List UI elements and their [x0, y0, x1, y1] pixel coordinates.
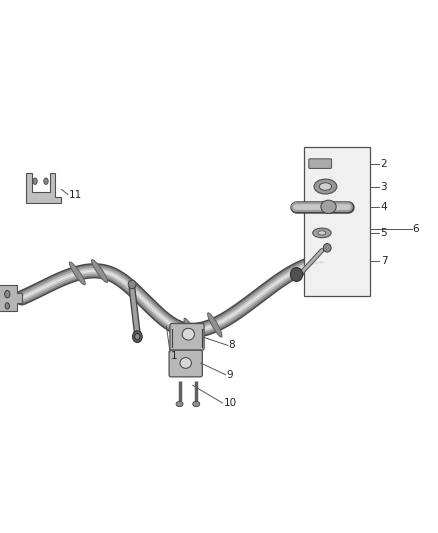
Ellipse shape	[176, 401, 183, 407]
Text: 9: 9	[226, 370, 233, 379]
Text: 8: 8	[229, 341, 235, 350]
Ellipse shape	[44, 178, 48, 184]
Text: 6: 6	[413, 224, 419, 233]
Ellipse shape	[184, 318, 198, 343]
Ellipse shape	[92, 260, 107, 282]
Ellipse shape	[319, 183, 332, 190]
Ellipse shape	[33, 178, 37, 184]
Polygon shape	[26, 173, 61, 203]
Text: 2: 2	[381, 159, 387, 168]
Ellipse shape	[314, 179, 337, 194]
Text: 1: 1	[171, 351, 177, 361]
Text: 5: 5	[381, 228, 387, 238]
Ellipse shape	[290, 268, 303, 281]
Ellipse shape	[321, 200, 336, 213]
Text: 10: 10	[223, 398, 237, 408]
Ellipse shape	[133, 331, 142, 343]
Ellipse shape	[323, 244, 331, 252]
Ellipse shape	[5, 290, 10, 298]
Ellipse shape	[208, 313, 222, 337]
FancyBboxPatch shape	[170, 324, 204, 350]
Ellipse shape	[180, 358, 191, 368]
Ellipse shape	[318, 231, 326, 235]
Text: 11: 11	[69, 190, 82, 199]
Ellipse shape	[313, 228, 331, 238]
Text: 4: 4	[381, 202, 387, 212]
Ellipse shape	[5, 303, 10, 309]
FancyBboxPatch shape	[169, 350, 202, 377]
Ellipse shape	[69, 262, 85, 285]
Ellipse shape	[193, 401, 200, 407]
Polygon shape	[0, 285, 22, 311]
Bar	[304, 147, 370, 296]
Text: 3: 3	[381, 182, 387, 191]
Text: 7: 7	[381, 256, 387, 266]
Ellipse shape	[128, 280, 136, 289]
Ellipse shape	[182, 328, 194, 340]
Ellipse shape	[135, 334, 140, 340]
FancyBboxPatch shape	[309, 159, 332, 168]
